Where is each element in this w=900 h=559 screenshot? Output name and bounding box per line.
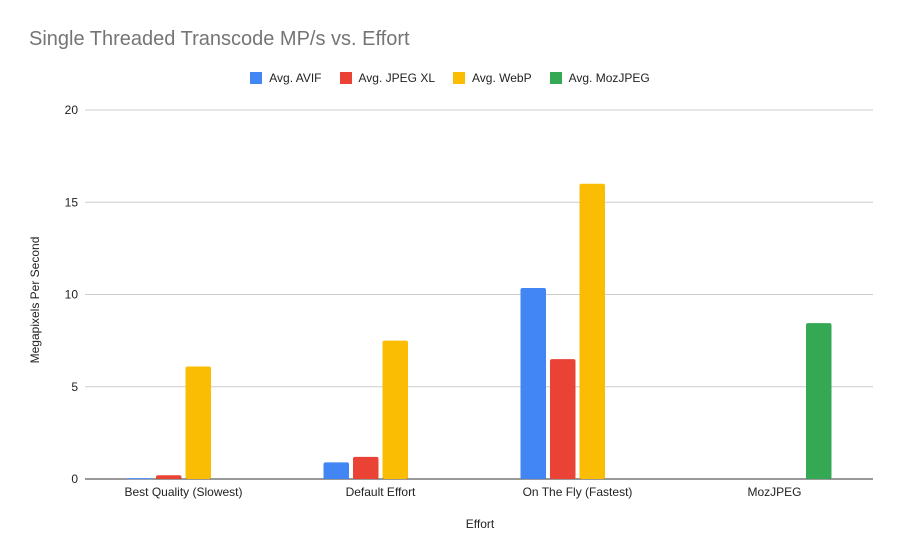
bar-avg-webp-default-effort[interactable] (382, 340, 409, 479)
bar-avg-jpeg-xl-default-effort[interactable] (353, 456, 379, 479)
bar-avg-mozjpeg-mozjpeg[interactable] (806, 323, 832, 479)
grid-layer (85, 109, 873, 480)
x-tick-label: Best Quality (Slowest) (124, 485, 242, 499)
x-tick-label: On The Fly (Fastest) (523, 485, 633, 499)
legend-swatch-avif (250, 72, 263, 84)
legend-label-avif: Avg. AVIF (269, 71, 322, 85)
chart-legend: Avg. AVIF Avg. JPEG XL Avg. WebP Avg. Mo… (0, 68, 900, 88)
bar-avg-avif-on-the-fly-fastest-[interactable] (520, 288, 547, 479)
legend-label-mozjpeg: Avg. MozJPEG (568, 71, 650, 85)
legend-item-jpeg-xl[interactable]: Avg. JPEG XL (339, 68, 435, 88)
legend-item-mozjpeg[interactable]: Avg. MozJPEG (549, 68, 650, 88)
bar-avg-jpeg-xl-on-the-fly-fastest-[interactable] (550, 359, 576, 479)
y-tick-label: 20 (65, 103, 79, 117)
y-tick-label: 5 (71, 380, 78, 394)
legend-swatch-mozjpeg (549, 72, 562, 84)
legend-item-webp[interactable]: Avg. WebP (453, 68, 532, 88)
legend-swatch-webp (453, 72, 465, 84)
legend-swatch-jpeg-xl (339, 72, 352, 84)
bar-avg-webp-on-the-fly-fastest-[interactable] (579, 183, 606, 480)
y-axis-title: Megapixels Per Second (28, 237, 42, 364)
chart-title: Single Threaded Transcode MP/s vs. Effor… (29, 28, 410, 50)
bar-avg-avif-default-effort[interactable] (323, 462, 350, 479)
bar-avg-jpeg-xl-best-quality-slowest-[interactable] (156, 475, 182, 479)
axis-layer: 0 5 10 15 20 Best Quality (Slowest) Default Ef… (65, 103, 802, 499)
legend-label-jpeg-xl: Avg. JPEG XL (358, 71, 435, 85)
y-tick-label: 10 (65, 288, 79, 302)
legend-item-avif[interactable]: Avg. AVIF (250, 68, 322, 88)
bars-layer (126, 183, 832, 480)
bar-avg-webp-best-quality-slowest-[interactable] (185, 366, 212, 479)
legend-label-webp: Avg. WebP (472, 71, 532, 85)
bar-avg-avif-best-quality-slowest-[interactable] (126, 478, 153, 480)
x-axis-title: Effort (466, 517, 495, 531)
x-tick-label: MozJPEG (747, 485, 801, 499)
x-tick-label: Default Effort (346, 485, 416, 499)
y-tick-label: 15 (65, 195, 79, 209)
y-tick-label: 0 (71, 472, 78, 486)
